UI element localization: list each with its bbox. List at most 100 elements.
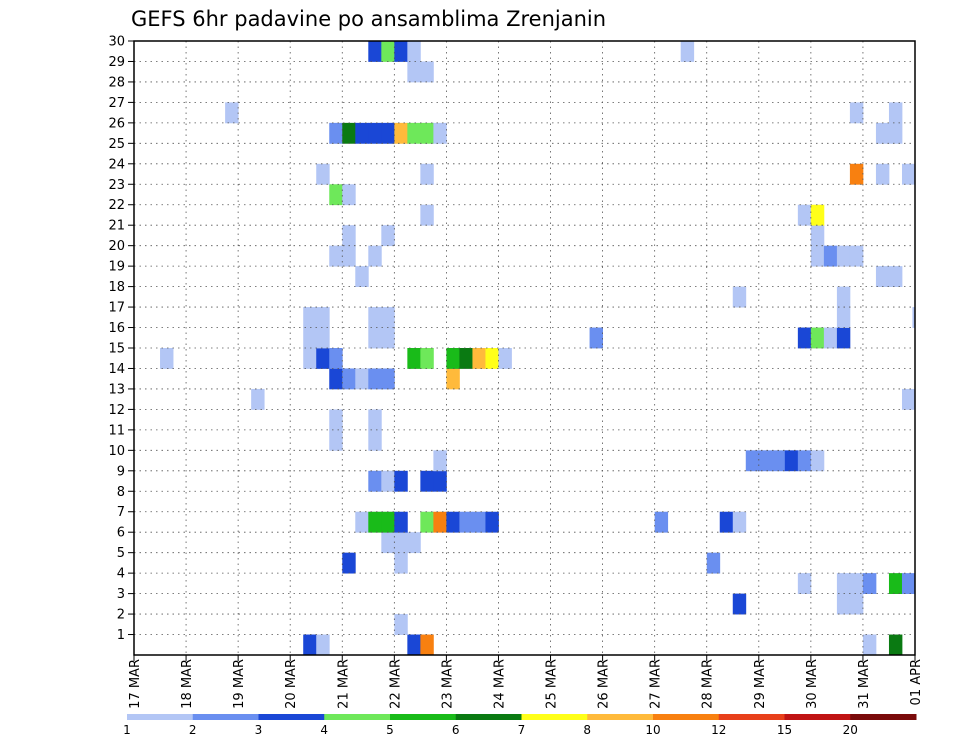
y-tick-label: 16 bbox=[108, 321, 125, 336]
heatmap-cell bbox=[901, 163, 915, 185]
heatmap-cell bbox=[888, 266, 903, 287]
x-tick-label: 31 MAR bbox=[857, 659, 872, 709]
heatmap-cell bbox=[355, 122, 369, 144]
legend-label: 2 bbox=[189, 723, 197, 737]
x-tick-label: 29 MAR bbox=[753, 659, 768, 709]
heatmap-cells bbox=[160, 41, 915, 656]
heatmap-cell bbox=[368, 368, 382, 390]
legend-swatch bbox=[258, 714, 325, 720]
heatmap-cell bbox=[810, 204, 825, 226]
x-tick-label: 25 MAR bbox=[545, 659, 560, 709]
y-tick-label: 8 bbox=[117, 485, 125, 500]
heatmap-cell bbox=[381, 368, 395, 390]
y-tick-label: 2 bbox=[117, 608, 125, 623]
heatmap-cell bbox=[368, 429, 382, 451]
heatmap-cell bbox=[420, 470, 434, 492]
heatmap-cell bbox=[485, 511, 499, 533]
legend: 1 2 3 4 5 6 7 8 10 12 15 20 bbox=[123, 714, 917, 737]
y-tick-label: 10 bbox=[108, 444, 125, 459]
heatmap-cell bbox=[329, 184, 343, 206]
heatmap-cell bbox=[329, 348, 343, 369]
legend-swatch bbox=[324, 714, 391, 720]
heatmap-cell bbox=[407, 348, 421, 369]
x-tick-label: 30 MAR bbox=[805, 659, 820, 709]
x-tick-label: 17 MAR bbox=[128, 659, 143, 709]
y-tick-label: 7 bbox=[117, 505, 125, 520]
heatmap-cell bbox=[329, 368, 343, 390]
heatmap-cell bbox=[797, 204, 812, 226]
heatmap-cell bbox=[316, 307, 330, 328]
heatmap-cell bbox=[433, 450, 447, 472]
heatmap-cell bbox=[810, 450, 825, 472]
heatmap-cell bbox=[836, 245, 851, 267]
y-tick-label: 5 bbox=[117, 546, 125, 561]
heatmap-cell bbox=[329, 429, 343, 451]
x-tick-label: 24 MAR bbox=[492, 659, 507, 709]
x-tick-label: 19 MAR bbox=[232, 659, 247, 709]
legend-label: 1 bbox=[123, 723, 131, 737]
heatmap-cell bbox=[446, 368, 460, 390]
heatmap-cell bbox=[368, 327, 382, 349]
heatmap-cell bbox=[160, 348, 174, 369]
legend-label: 12 bbox=[711, 723, 726, 737]
legend-label: 5 bbox=[386, 723, 394, 737]
x-axis: 17 MAR 18 MAR 19 MAR 20 MAR 21 MAR 22 MAR 23 M… bbox=[128, 655, 924, 709]
legend-label: 8 bbox=[583, 723, 591, 737]
y-tick-label: 26 bbox=[108, 116, 125, 131]
y-tick-label: 28 bbox=[108, 75, 125, 90]
legend-swatch bbox=[127, 714, 194, 720]
heatmap-cell bbox=[420, 204, 434, 226]
legend-label: 3 bbox=[255, 723, 263, 737]
heatmap-cell bbox=[823, 327, 838, 349]
heatmap-cell bbox=[420, 634, 434, 656]
heatmap-cell bbox=[368, 409, 382, 431]
x-tick-label: 22 MAR bbox=[388, 659, 403, 709]
heatmap-cell bbox=[303, 307, 317, 328]
heatmap-cell bbox=[355, 266, 369, 287]
heatmap-cell bbox=[381, 122, 395, 144]
heatmap-cell bbox=[394, 41, 408, 62]
heatmap-cell bbox=[420, 163, 434, 185]
legend-label: 10 bbox=[645, 723, 660, 737]
heatmap-cell bbox=[394, 614, 408, 635]
heatmap-cell bbox=[823, 245, 838, 267]
legend-swatch bbox=[521, 714, 588, 720]
heatmap-cell bbox=[342, 368, 356, 390]
legend-label: 7 bbox=[518, 723, 526, 737]
y-tick-label: 1 bbox=[117, 628, 125, 643]
heatmap-cell bbox=[797, 450, 812, 472]
x-tick-label: 21 MAR bbox=[336, 659, 351, 709]
heatmap-cell bbox=[888, 634, 903, 656]
heatmap-cell bbox=[875, 122, 890, 144]
heatmap-cell bbox=[368, 41, 382, 62]
x-tick-label: 18 MAR bbox=[180, 659, 195, 709]
heatmap-cell bbox=[745, 450, 760, 472]
x-tick-label: 20 MAR bbox=[284, 659, 299, 709]
legend-swatch bbox=[390, 714, 457, 720]
heatmap-cell bbox=[901, 573, 915, 594]
heatmap-cell bbox=[797, 573, 812, 594]
heatmap-cell bbox=[849, 163, 864, 185]
heatmap-cell bbox=[888, 102, 903, 124]
heatmap-cell bbox=[498, 348, 512, 369]
heatmap-cell bbox=[394, 511, 408, 533]
y-tick-label: 24 bbox=[108, 157, 125, 172]
heatmap-cell bbox=[472, 348, 486, 369]
heatmap-cell bbox=[836, 327, 851, 349]
heatmap-cell bbox=[303, 348, 317, 369]
y-tick-label: 27 bbox=[108, 96, 125, 111]
heatmap-cell bbox=[407, 634, 421, 656]
heatmap-cell bbox=[368, 511, 382, 533]
y-tick-label: 11 bbox=[108, 423, 125, 438]
heatmap-cell bbox=[420, 511, 434, 533]
heatmap-cell bbox=[771, 450, 786, 472]
heatmap-cell bbox=[342, 552, 356, 574]
heatmap-cell bbox=[381, 511, 395, 533]
heatmap-cell bbox=[316, 348, 330, 369]
heatmap-cell bbox=[901, 388, 915, 410]
legend-swatch bbox=[587, 714, 654, 720]
heatmap-cell bbox=[849, 573, 864, 594]
y-tick-label: 14 bbox=[108, 362, 125, 377]
x-tick-label: 26 MAR bbox=[597, 659, 612, 709]
heatmap-cell bbox=[836, 286, 851, 308]
